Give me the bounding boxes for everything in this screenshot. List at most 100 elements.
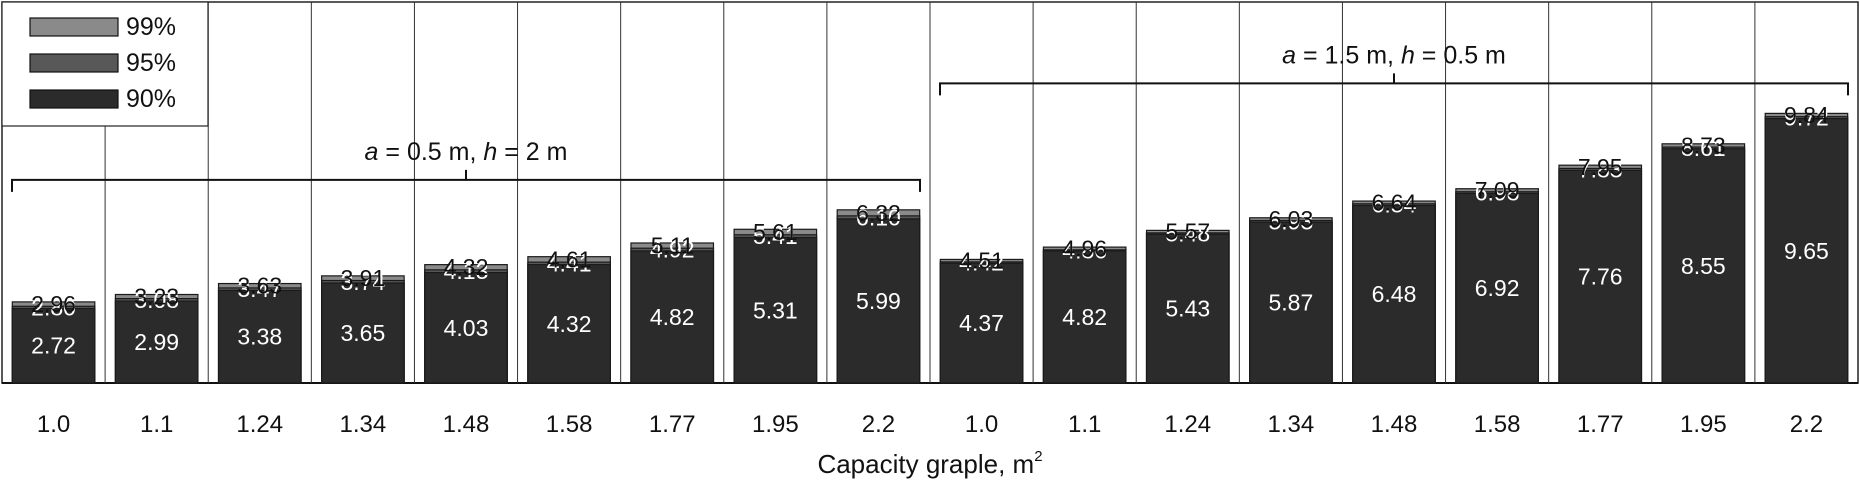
value-label-90pct-16: 8.55 [1681, 253, 1726, 279]
value-label-90pct-0: 2.72 [31, 333, 76, 359]
x-tick-label-7: 1.95 [752, 411, 799, 438]
value-label-95pct-8: 6.10 [856, 204, 901, 230]
value-label-99pct-8: 6.32 [856, 200, 901, 226]
value-label-95pct-14: 6.98 [1475, 180, 1520, 206]
value-label-99pct-16: 8.73 [1681, 132, 1726, 158]
x-tick-label-17: 2.2 [1790, 411, 1823, 438]
bar-90pct-17 [1764, 117, 1849, 384]
legend-swatch-90pct [29, 89, 119, 109]
legend-swatch-99pct [29, 17, 119, 37]
value-label-90pct-8: 5.99 [856, 288, 901, 314]
value-label-90pct-13: 6.48 [1372, 281, 1417, 307]
value-label-99pct-12: 6.03 [1269, 206, 1314, 232]
value-label-90pct-17: 9.65 [1784, 238, 1829, 264]
value-label-99pct-10: 4.96 [1062, 235, 1107, 261]
x-tick-label-13: 1.48 [1371, 411, 1418, 438]
value-label-99pct-4: 4.32 [444, 254, 489, 280]
x-tick-label-1: 1.1 [140, 411, 173, 438]
value-label-90pct-1: 2.99 [134, 329, 179, 355]
group-label-1: a = 1.5 m, h = 0.5 m [1282, 41, 1506, 69]
value-label-95pct-4: 4.13 [444, 258, 489, 284]
x-tick-label-8: 2.2 [862, 411, 895, 438]
x-tick-label-2: 1.24 [236, 411, 283, 438]
value-label-99pct-0: 2.96 [31, 291, 76, 317]
value-label-99pct-1: 3.23 [134, 284, 179, 310]
bar-90pct-10 [1042, 250, 1127, 384]
bar-90pct-0 [11, 307, 96, 384]
bar-90pct-6 [630, 250, 715, 384]
value-label-99pct-11: 5.57 [1165, 219, 1210, 245]
bar-90pct-2 [217, 289, 302, 384]
value-label-95pct-10: 4.86 [1062, 237, 1107, 263]
bars [11, 112, 1849, 384]
bar-90pct-1 [114, 300, 199, 384]
value-label-90pct-2: 3.38 [237, 324, 282, 350]
value-label-99pct-13: 6.64 [1372, 189, 1417, 215]
value-label-90pct-9: 4.37 [959, 310, 1004, 336]
legend-swatch-95pct [29, 53, 119, 73]
bar-90pct-12 [1249, 221, 1333, 384]
value-label-99pct-2: 3.63 [237, 273, 282, 299]
value-label-99pct-15: 7.95 [1578, 154, 1623, 180]
x-tick-label-15: 1.77 [1577, 411, 1624, 438]
bar-90pct-16 [1661, 148, 1746, 384]
group-bracket-0 [11, 169, 921, 192]
x-tick-labels: 1.0 1.1 1.24 1.34 1.48 1.58 1.77 1.95 2.2 1.0 1.1 1… [37, 411, 1823, 438]
bar-90pct-8 [836, 218, 921, 384]
value-label-95pct-1: 3.08 [134, 287, 179, 313]
value-label-95pct-17: 9.72 [1784, 105, 1829, 131]
bar-90pct-7 [733, 236, 818, 384]
x-tick-label-3: 1.34 [340, 411, 387, 438]
value-label-90pct-6: 4.82 [650, 304, 695, 330]
value-label-95pct-7: 5.41 [753, 223, 798, 249]
value-label-90pct-14: 6.92 [1475, 275, 1520, 301]
legend: 99% 95% 90% [1, 1, 209, 127]
group-bracket-1 [939, 73, 1849, 96]
value-label-90pct-4: 4.03 [444, 315, 489, 341]
value-label-90pct-15: 7.76 [1578, 264, 1623, 290]
legend-label-90pct: 90% [126, 85, 176, 113]
x-tick-label-0: 1.0 [37, 411, 70, 438]
bar-90pct-11 [1145, 233, 1230, 384]
x-tick-label-11: 1.24 [1164, 411, 1211, 438]
value-labels: 2.72 2.802.96 2.99 3.083.23 3.38 3.473.63 3.65… [31, 102, 1829, 359]
value-label-95pct-15: 7.83 [1578, 156, 1623, 182]
x-tick-label-16: 1.95 [1680, 411, 1727, 438]
value-label-90pct-7: 5.31 [753, 297, 798, 323]
value-label-95pct-0: 2.80 [31, 294, 76, 320]
value-label-90pct-5: 4.32 [547, 311, 592, 337]
bar-90pct-4 [424, 271, 508, 384]
bar-90pct-9 [939, 262, 1024, 384]
value-label-95pct-2: 3.47 [237, 276, 282, 302]
x-axis-label: Capacity graple, m2 [817, 448, 1042, 479]
x-tick-label-14: 1.58 [1474, 411, 1521, 438]
value-label-99pct-3: 3.91 [341, 265, 386, 291]
value-label-90pct-11: 5.43 [1165, 296, 1210, 322]
group-label-0: a = 0.5 m, h = 2 m [365, 138, 568, 166]
value-label-90pct-12: 5.87 [1269, 290, 1314, 316]
grid-lines [1, 1, 1859, 384]
value-label-99pct-6: 5.11 [651, 233, 694, 259]
value-label-95pct-11: 5.48 [1165, 221, 1210, 247]
value-label-95pct-3: 3.74 [341, 269, 386, 295]
x-tick-label-12: 1.34 [1268, 411, 1315, 438]
value-label-95pct-13: 6.54 [1372, 192, 1417, 218]
legend-label-99pct: 99% [126, 13, 176, 41]
x-tick-label-5: 1.58 [546, 411, 593, 438]
bar-90pct-15 [1558, 169, 1643, 384]
value-label-90pct-10: 4.82 [1062, 304, 1107, 330]
bar-90pct-14 [1455, 192, 1539, 384]
x-tick-label-10: 1.1 [1068, 411, 1101, 438]
x-tick-label-6: 1.77 [649, 411, 696, 438]
value-label-99pct-5: 4.61 [547, 246, 592, 272]
value-label-95pct-9: 4.42 [959, 250, 1004, 276]
value-label-95pct-12: 5.93 [1269, 208, 1314, 234]
value-label-90pct-3: 3.65 [341, 320, 386, 346]
value-label-99pct-7: 5.61 [753, 219, 798, 245]
value-label-99pct-14: 7.09 [1475, 177, 1520, 203]
x-tick-label-9: 1.0 [965, 411, 998, 438]
value-label-95pct-16: 8.61 [1681, 135, 1726, 161]
value-label-95pct-6: 4.92 [650, 237, 695, 263]
value-label-99pct-17: 9.84 [1784, 102, 1829, 128]
